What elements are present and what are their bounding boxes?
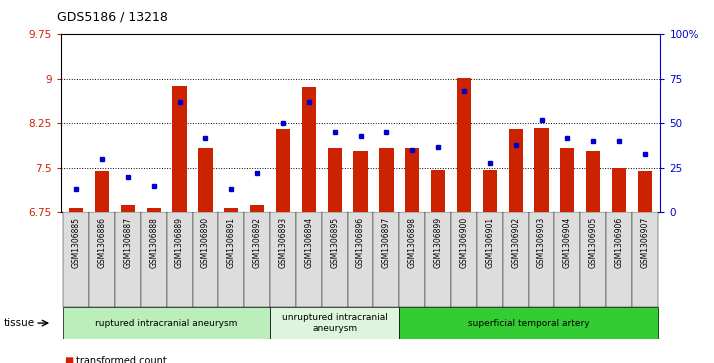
Bar: [405, 148, 419, 212]
FancyBboxPatch shape: [270, 307, 399, 339]
Text: GSM1306894: GSM1306894: [304, 217, 313, 268]
Text: ■: ■: [64, 356, 74, 363]
FancyBboxPatch shape: [477, 212, 503, 307]
Bar: [612, 168, 626, 212]
Text: GSM1306900: GSM1306900: [460, 217, 468, 268]
FancyBboxPatch shape: [606, 212, 632, 307]
FancyBboxPatch shape: [451, 212, 477, 307]
Bar: [276, 129, 290, 212]
FancyBboxPatch shape: [528, 212, 555, 307]
Text: tissue: tissue: [4, 318, 35, 328]
FancyBboxPatch shape: [296, 212, 322, 307]
Bar: [95, 171, 109, 212]
Bar: [146, 208, 161, 212]
Bar: [250, 205, 264, 212]
FancyBboxPatch shape: [399, 212, 426, 307]
FancyBboxPatch shape: [632, 212, 658, 307]
Bar: [224, 208, 238, 212]
FancyBboxPatch shape: [270, 212, 296, 307]
Bar: [173, 86, 187, 212]
Text: GSM1306888: GSM1306888: [149, 217, 159, 268]
FancyBboxPatch shape: [373, 212, 399, 307]
Text: GSM1306895: GSM1306895: [330, 217, 339, 268]
FancyBboxPatch shape: [193, 212, 218, 307]
FancyBboxPatch shape: [64, 307, 270, 339]
Bar: [353, 151, 368, 212]
Bar: [638, 171, 652, 212]
Text: GSM1306889: GSM1306889: [175, 217, 184, 268]
Bar: [379, 148, 393, 212]
FancyBboxPatch shape: [426, 212, 451, 307]
Bar: [69, 208, 84, 212]
Bar: [328, 148, 342, 212]
Text: GDS5186 / 13218: GDS5186 / 13218: [57, 11, 168, 24]
FancyBboxPatch shape: [322, 212, 348, 307]
Text: GSM1306904: GSM1306904: [563, 217, 572, 268]
FancyBboxPatch shape: [218, 212, 244, 307]
Text: GSM1306898: GSM1306898: [408, 217, 417, 268]
FancyBboxPatch shape: [166, 212, 193, 307]
Text: GSM1306906: GSM1306906: [615, 217, 623, 268]
FancyBboxPatch shape: [348, 212, 373, 307]
Text: GSM1306892: GSM1306892: [253, 217, 261, 268]
Text: GSM1306903: GSM1306903: [537, 217, 546, 268]
Bar: [586, 151, 600, 212]
Bar: [121, 205, 135, 212]
FancyBboxPatch shape: [555, 212, 580, 307]
Bar: [198, 148, 213, 212]
FancyBboxPatch shape: [580, 212, 606, 307]
Text: GSM1306896: GSM1306896: [356, 217, 365, 268]
Text: GSM1306905: GSM1306905: [589, 217, 598, 268]
FancyBboxPatch shape: [503, 212, 528, 307]
FancyBboxPatch shape: [141, 212, 166, 307]
Text: GSM1306897: GSM1306897: [382, 217, 391, 268]
FancyBboxPatch shape: [399, 307, 658, 339]
FancyBboxPatch shape: [89, 212, 115, 307]
Bar: [302, 87, 316, 212]
Text: GSM1306893: GSM1306893: [278, 217, 288, 268]
Text: GSM1306885: GSM1306885: [71, 217, 81, 268]
Text: ruptured intracranial aneurysm: ruptured intracranial aneurysm: [96, 319, 238, 327]
Text: GSM1306887: GSM1306887: [124, 217, 132, 268]
Text: GSM1306902: GSM1306902: [511, 217, 521, 268]
Text: unruptured intracranial
aneurysm: unruptured intracranial aneurysm: [282, 313, 388, 333]
Text: GSM1306886: GSM1306886: [98, 217, 106, 268]
Text: transformed count: transformed count: [76, 356, 167, 363]
Bar: [560, 148, 575, 212]
Bar: [508, 129, 523, 212]
Text: GSM1306899: GSM1306899: [433, 217, 443, 268]
Text: superficial temporal artery: superficial temporal artery: [468, 319, 590, 327]
Text: GSM1306891: GSM1306891: [227, 217, 236, 268]
FancyBboxPatch shape: [244, 212, 270, 307]
FancyBboxPatch shape: [64, 212, 89, 307]
Bar: [457, 78, 471, 212]
Bar: [431, 170, 446, 212]
Text: GSM1306907: GSM1306907: [640, 217, 650, 268]
Bar: [483, 170, 497, 212]
FancyBboxPatch shape: [115, 212, 141, 307]
Bar: [534, 127, 548, 212]
Text: GSM1306901: GSM1306901: [486, 217, 494, 268]
Text: GSM1306890: GSM1306890: [201, 217, 210, 268]
